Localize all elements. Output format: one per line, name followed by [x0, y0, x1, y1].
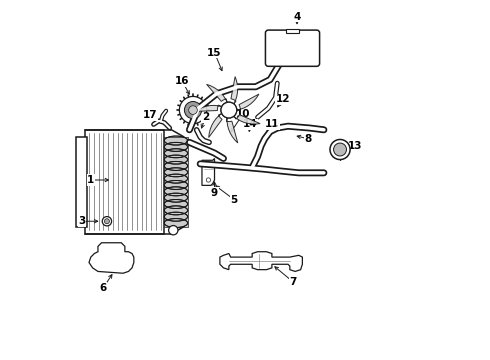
Circle shape	[334, 143, 346, 156]
Text: 3: 3	[78, 216, 85, 226]
Polygon shape	[209, 113, 222, 138]
Bar	[164, 137, 188, 226]
Text: 2: 2	[202, 112, 209, 122]
Bar	[93, 178, 161, 230]
Text: 10: 10	[236, 109, 250, 119]
Circle shape	[104, 219, 109, 224]
Text: 9: 9	[211, 188, 218, 198]
Polygon shape	[226, 118, 238, 143]
Bar	[87, 132, 163, 232]
FancyBboxPatch shape	[266, 30, 319, 66]
Circle shape	[221, 102, 237, 118]
Circle shape	[184, 102, 201, 119]
Polygon shape	[237, 94, 259, 110]
Polygon shape	[202, 158, 215, 185]
Polygon shape	[89, 243, 134, 273]
Polygon shape	[234, 114, 260, 124]
Text: 7: 7	[290, 277, 297, 287]
Text: 13: 13	[348, 141, 363, 151]
Circle shape	[169, 226, 178, 235]
Polygon shape	[207, 84, 227, 102]
Text: 11: 11	[265, 120, 279, 129]
Text: 5: 5	[231, 195, 238, 205]
Polygon shape	[220, 252, 302, 271]
Text: 15: 15	[207, 48, 222, 58]
Polygon shape	[195, 105, 222, 112]
Circle shape	[330, 139, 350, 159]
Text: 14: 14	[243, 120, 258, 129]
Polygon shape	[231, 77, 238, 104]
Circle shape	[206, 178, 211, 182]
Bar	[76, 137, 87, 226]
Circle shape	[189, 106, 197, 114]
Bar	[286, 29, 299, 33]
Text: 17: 17	[143, 111, 157, 121]
Circle shape	[221, 102, 237, 118]
Text: 16: 16	[175, 76, 190, 86]
Text: 8: 8	[304, 134, 311, 144]
Text: 4: 4	[294, 12, 301, 22]
Text: 6: 6	[100, 283, 107, 293]
Text: 1: 1	[87, 175, 95, 185]
Circle shape	[102, 217, 112, 226]
Text: 12: 12	[275, 94, 290, 104]
Bar	[85, 130, 164, 234]
Circle shape	[179, 96, 207, 124]
